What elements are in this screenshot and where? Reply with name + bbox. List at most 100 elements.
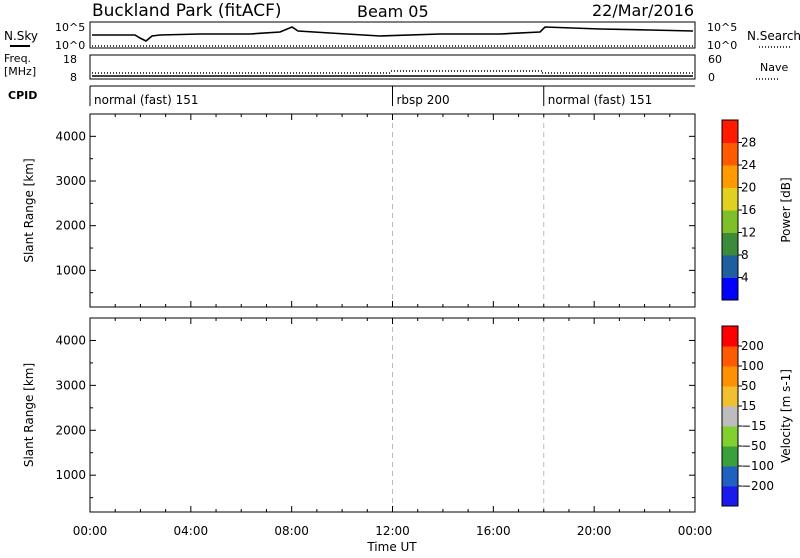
nave-tick-top: 60 xyxy=(708,53,722,66)
colorbar-swatch xyxy=(722,120,738,143)
colorbar-swatch xyxy=(722,466,738,487)
power-colorbar: 4 8 12 16 20 24 28 Power [dB] xyxy=(721,119,793,301)
nsearch-tick-bottom: 10^0 xyxy=(707,39,737,52)
cpid-label: CPID xyxy=(8,89,37,102)
colorbar-label: Velocity [m s-1] xyxy=(779,369,793,463)
heatmap-region xyxy=(594,394,695,476)
colorbar-tick-label: −50 xyxy=(741,439,766,453)
time-axis-label: Time UT xyxy=(366,540,417,554)
colorbar-swatch xyxy=(722,446,738,467)
colorbar-swatch xyxy=(722,366,738,387)
colorbar-swatch xyxy=(722,346,738,367)
heatmap-body xyxy=(90,367,695,512)
colorbar-swatch xyxy=(722,255,738,278)
heatmap-region xyxy=(90,252,393,271)
y-axis-label: Slant Range [km] xyxy=(22,363,36,467)
x-tick-label: 20:00 xyxy=(577,524,612,538)
colorbar-tick-label: 20 xyxy=(741,181,756,195)
nave-tick-bottom: 0 xyxy=(708,71,715,84)
heatmap-region xyxy=(417,297,695,307)
colorbar-swatch xyxy=(722,142,738,166)
heatmap-region xyxy=(291,367,393,413)
freq-tick-bottom: 8 xyxy=(70,71,77,84)
freq-panel-frame xyxy=(89,54,696,80)
cpid-strip: normal (fast) 151 rbsp 200 normal (fast) 1… xyxy=(89,85,695,107)
heatmap-region xyxy=(405,466,481,485)
colorbar-swatch xyxy=(722,426,738,447)
colorbar-tick-label: 24 xyxy=(741,158,756,172)
x-tick-label: 16:00 xyxy=(476,524,511,538)
colorbar-swatch xyxy=(722,187,738,211)
cpid-segment-label: normal (fast) 151 xyxy=(548,93,652,107)
y-tick-label: 3000 xyxy=(55,378,86,392)
velocity-colorbar: 200 100 50 15 −15 −50 −100 −200 Velocity [m s-1] xyxy=(721,325,793,507)
colorbar-swatch xyxy=(722,486,738,507)
heatmap-region xyxy=(90,457,393,485)
colorbar-tick-label: 50 xyxy=(741,379,756,393)
nsearch-label: N.Search xyxy=(747,29,800,43)
x-tick-label: 12:00 xyxy=(375,524,410,538)
colorbar-tick-label: −200 xyxy=(741,479,774,493)
colorbar-swatch xyxy=(722,210,738,233)
colorbar-frame xyxy=(721,325,739,507)
cpid-segment-label: normal (fast) 151 xyxy=(94,93,198,107)
x-tick-label: 08:00 xyxy=(274,524,309,538)
cpid-segment-label: rbsp 200 xyxy=(397,93,450,107)
colorbar-swatch xyxy=(722,386,738,407)
nave-label: Nave xyxy=(760,61,788,74)
heatmap-region xyxy=(90,283,368,302)
colorbar-tick-label: 100 xyxy=(741,359,764,373)
y-tick-label: 3000 xyxy=(55,174,86,188)
colorbar-swatch xyxy=(722,232,738,256)
y-tick-label: 2000 xyxy=(55,423,86,437)
noise-panel-frame xyxy=(89,21,696,49)
y-tick-label: 2000 xyxy=(55,219,86,233)
heatmap-region xyxy=(266,154,393,222)
x-tick-label: 04:00 xyxy=(174,524,209,538)
heatmap-region xyxy=(594,189,695,222)
colorbar-tick-label: 28 xyxy=(741,136,756,150)
nsky-trace xyxy=(92,26,694,42)
date-title: 22/Mar/2016 xyxy=(592,1,694,20)
nsearch-tick-top: 10^5 xyxy=(707,21,737,34)
colorbar-tick-label: −100 xyxy=(741,459,774,473)
colorbar-swatch xyxy=(722,277,738,301)
colorbar-tick-label: 15 xyxy=(741,399,756,413)
x-tick-label: 00:00 xyxy=(73,524,108,538)
nsky-tick-bottom: 10^0 xyxy=(55,39,85,52)
nsky-tick-top: 10^5 xyxy=(55,21,85,34)
y-tick-label: 1000 xyxy=(55,263,86,277)
freq-panel: Freq. [MHz] 18 8 Nave 60 0 CPID xyxy=(4,52,788,102)
freq-tick-top: 18 xyxy=(63,53,77,66)
heatmap-region xyxy=(594,234,695,271)
nsky-label: N.Sky xyxy=(4,29,38,43)
colorbar-tick-label: 16 xyxy=(741,203,756,217)
colorbar-tick-label: 4 xyxy=(741,271,749,285)
noise-panel: N.Sky 10^5 10^0 N.Search 10^5 10^0 xyxy=(4,21,800,52)
heatmap-region xyxy=(405,256,481,280)
beam-title: Beam 05 xyxy=(357,2,429,21)
time-axis: 00:00 04:00 08:00 12:00 16:00 20:00 00:00 xyxy=(73,524,713,538)
y-tick-label: 4000 xyxy=(55,129,86,143)
y-tick-label: 4000 xyxy=(55,333,86,347)
velocity-panel: 1000 2000 3000 4000 Slant Range [km] xyxy=(22,317,696,513)
x-tick-label: 00:00 xyxy=(678,524,713,538)
power-panel: 1000 2000 3000 4000 Slant Range [km] xyxy=(22,113,696,308)
colorbar-swatch xyxy=(722,165,738,188)
colorbar-swatch xyxy=(722,406,738,427)
y-axis-label: Slant Range [km] xyxy=(22,158,36,262)
colorbar-swatch xyxy=(722,326,738,347)
station-title: Buckland Park (fitACF) xyxy=(92,1,282,21)
freq-label-1: Freq. xyxy=(4,52,31,65)
colorbar-tick-label: 8 xyxy=(741,248,749,262)
colorbar-tick-label: −15 xyxy=(741,419,766,433)
colorbar-tick-label: 12 xyxy=(741,226,756,240)
heatmap-body xyxy=(90,154,695,307)
freq-label-2: [MHz] xyxy=(4,65,36,78)
colorbar-tick-label: 200 xyxy=(741,339,764,353)
heatmap-region xyxy=(90,194,191,226)
heatmap-region xyxy=(417,499,695,512)
colorbar-label: Power [dB] xyxy=(779,177,793,242)
y-tick-label: 1000 xyxy=(55,468,86,482)
